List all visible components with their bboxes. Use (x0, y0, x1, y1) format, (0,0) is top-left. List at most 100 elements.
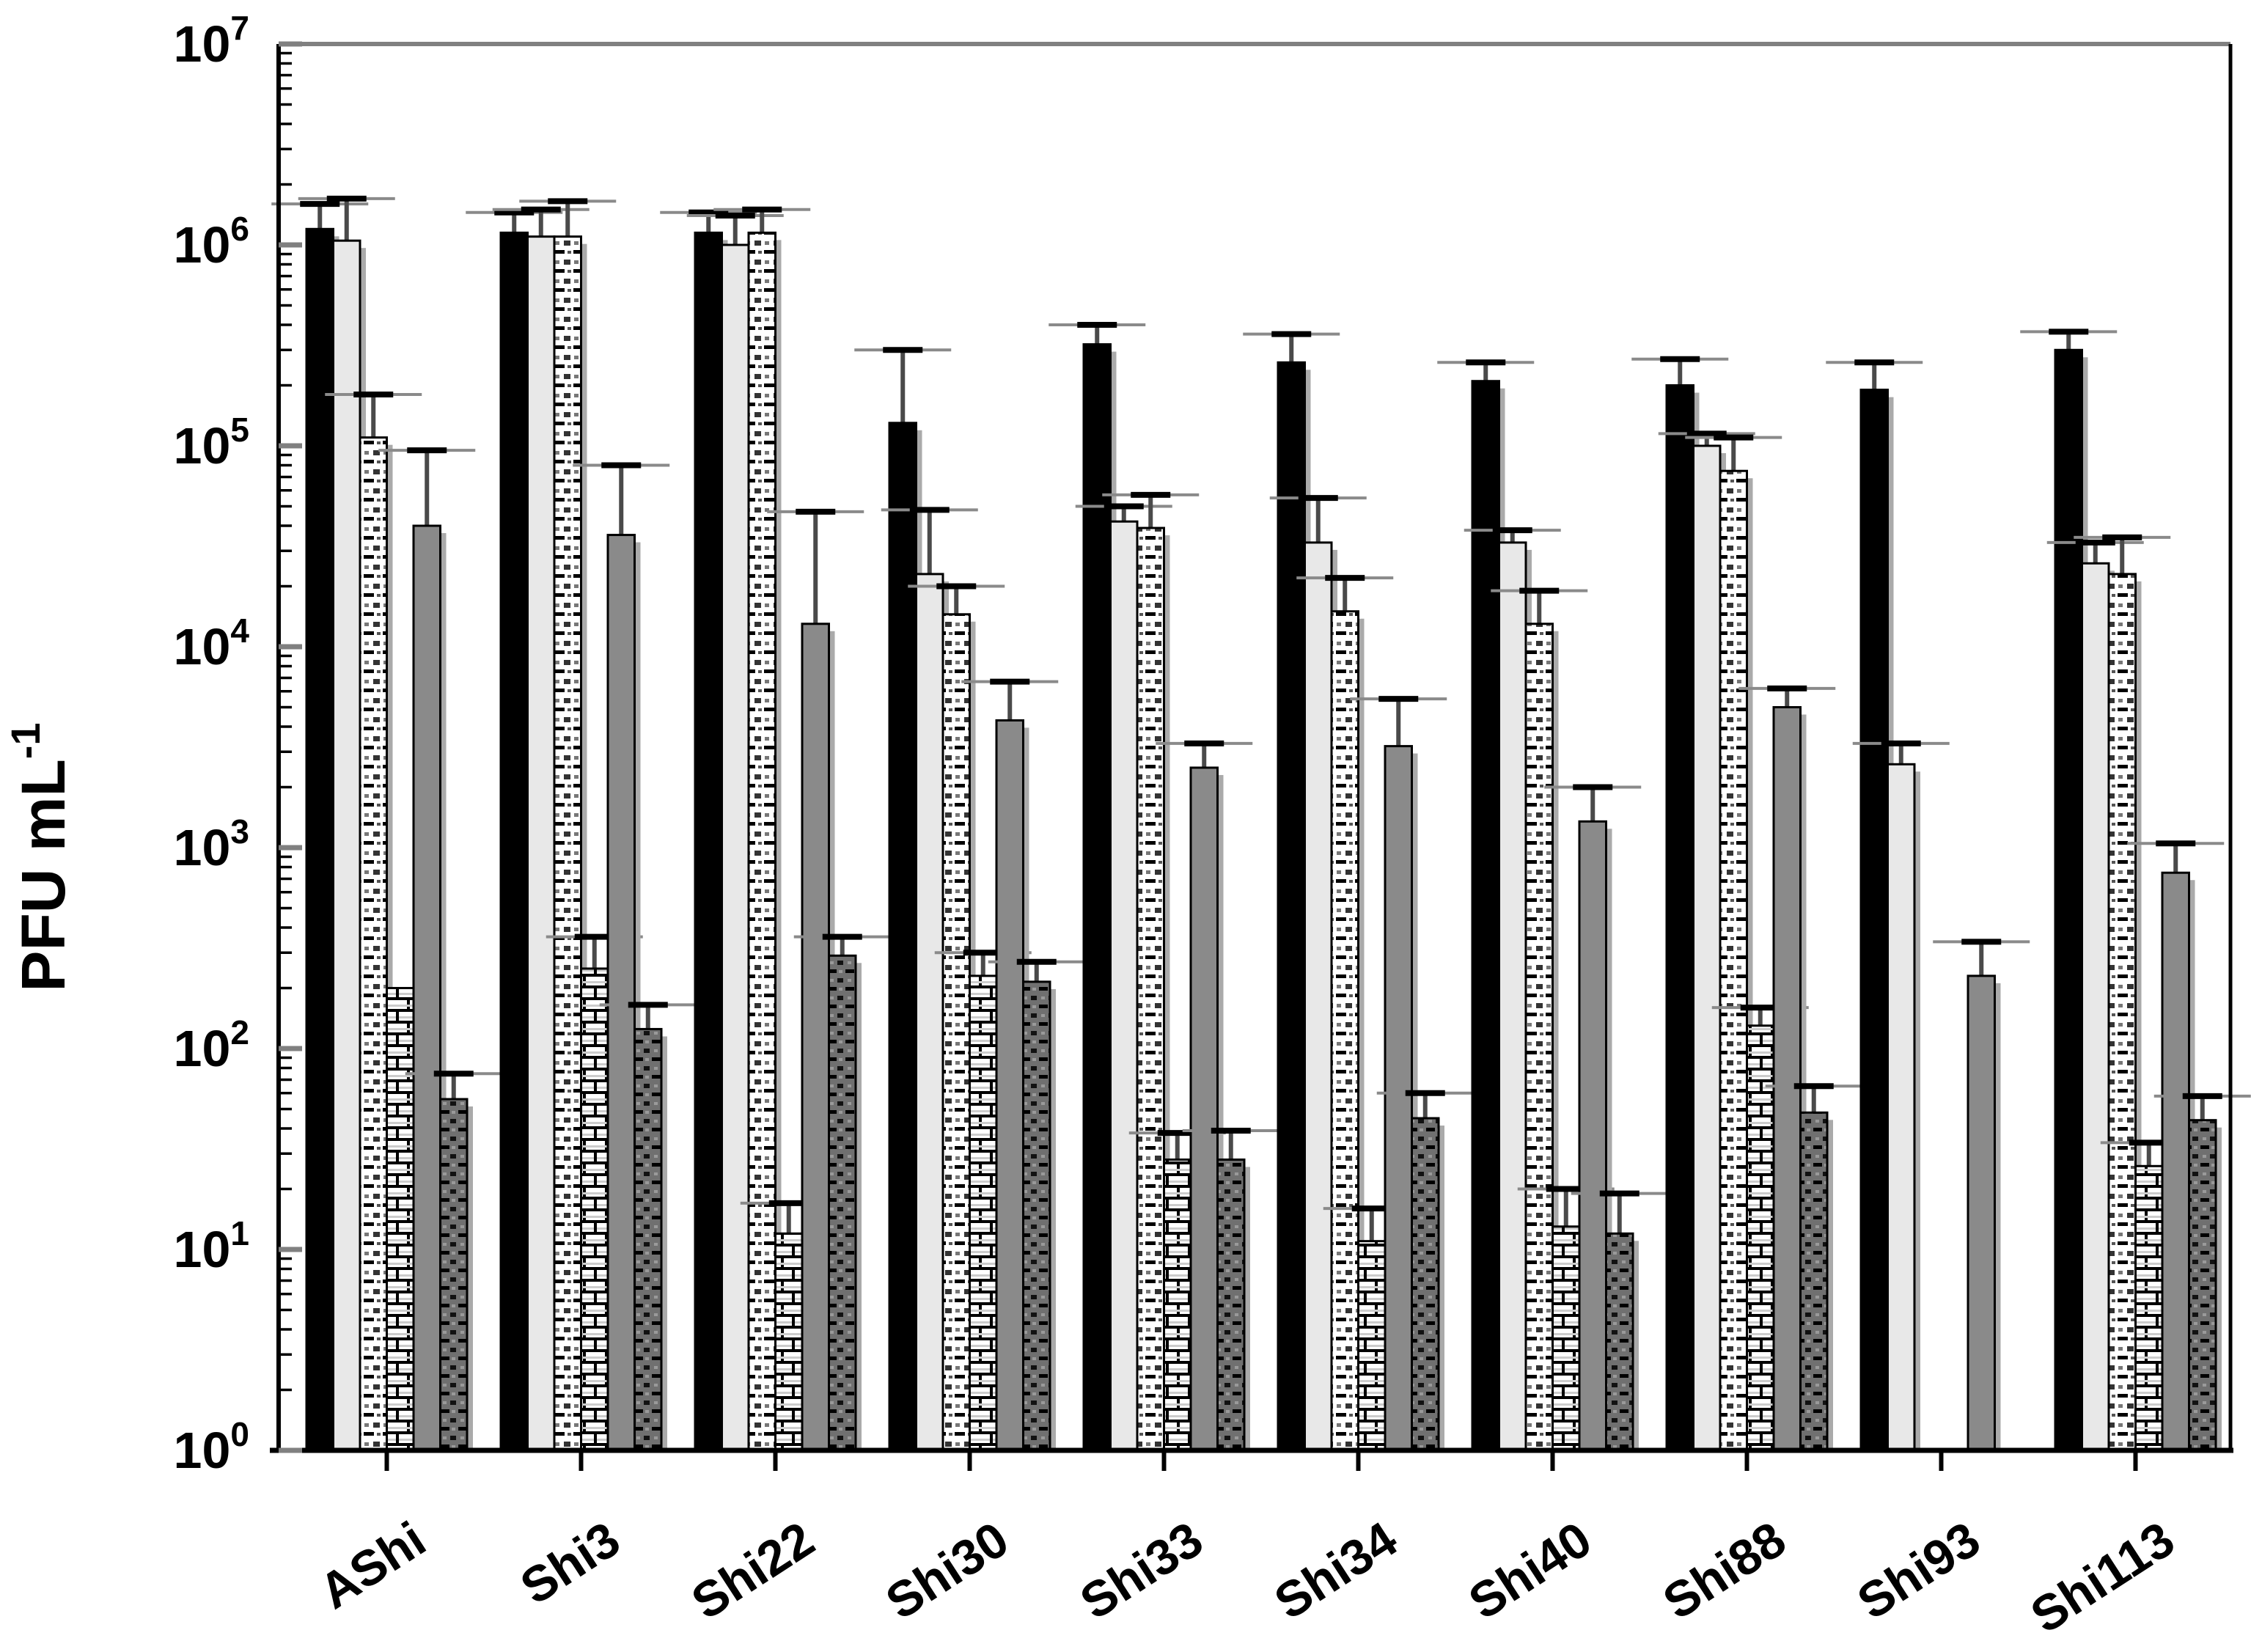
bar-shadow (1994, 983, 2001, 1450)
bar-Shi93-solid-black (1859, 389, 1889, 1452)
bar-Shi34-solid-light-gray (1304, 541, 1333, 1452)
y-tick-label-10e1: 101 (174, 1214, 249, 1278)
bar-shadow (1747, 478, 1753, 1451)
x-category-label-Shi30: Shi30 (876, 1511, 1018, 1631)
bar-Shi22-solid-gray (801, 623, 830, 1452)
y-axis-title: PFU mL-1 (2, 722, 78, 991)
plot-area: 100 101 102 103 104 105 106 107 AShi Shi3 Shi22 Shi… (2, 9, 2251, 1644)
bar-Shi30-solid-light-gray (915, 573, 944, 1452)
bar-shadow (775, 240, 782, 1451)
bar-Shi40-solid-light-gray (1498, 541, 1527, 1452)
bar-Shi93-solid-light-gray (1887, 763, 1916, 1452)
bar-shadow (467, 1106, 473, 1450)
x-category-label-Shi93: Shi93 (1848, 1511, 1990, 1631)
bar-Shi40-light-stippled (1524, 623, 1554, 1452)
bar-Shi88-solid-black (1665, 384, 1694, 1452)
bar-AShi-dark-stippled (439, 1098, 469, 1452)
bar-shadow (1827, 1120, 1833, 1450)
x-category-label-Shi3: Shi3 (511, 1511, 630, 1615)
bar-Shi93-solid-gray (1967, 974, 1996, 1452)
bar-shadow (856, 963, 862, 1450)
bar-Shi3-light-stippled (553, 235, 582, 1452)
bar-shadow (1050, 988, 1056, 1450)
bar-Shi3-solid-light-gray (526, 235, 556, 1452)
bar-Shi40-solid-gray (1578, 820, 1607, 1452)
bar-Shi88-solid-light-gray (1692, 444, 1722, 1452)
bar-Shi33-solid-gray (1189, 766, 1219, 1452)
x-category-label-Shi113: Shi113 (2022, 1511, 2184, 1644)
bar-shadow (1217, 774, 1224, 1450)
y-tick-label-10e2: 102 (174, 1013, 249, 1077)
bar-Shi113-brick-hatched (2134, 1164, 2164, 1452)
bar-Shi34-solid-gray (1384, 745, 1413, 1452)
bar-Shi40-dark-stippled (1605, 1232, 1634, 1452)
bar-Shi33-solid-light-gray (1109, 520, 1139, 1452)
y-tick-label-10e4: 104 (174, 612, 250, 675)
bar-shadow (1606, 829, 1612, 1450)
bar-Shi30-solid-gray (995, 719, 1024, 1452)
bar-Shi113-dark-stippled (2188, 1119, 2217, 1452)
bar-shadow (1411, 753, 1418, 1450)
y-tick-label-10e0: 100 (174, 1415, 249, 1479)
x-category-label-Shi22: Shi22 (682, 1511, 824, 1631)
bar-AShi-solid-black (305, 227, 334, 1452)
x-category-label-Shi40: Shi40 (1459, 1511, 1601, 1631)
bar-Shi33-brick-hatched (1163, 1158, 1192, 1452)
y-tick-label-10e3: 103 (174, 812, 249, 876)
bar-Shi22-solid-light-gray (721, 243, 750, 1452)
bar-Shi30-dark-stippled (1022, 980, 1051, 1452)
bar-Shi22-dark-stippled (828, 954, 857, 1452)
bar-Shi88-dark-stippled (1799, 1111, 1829, 1452)
bar-shadow (1800, 714, 1807, 1450)
bar-Shi30-brick-hatched (969, 974, 998, 1452)
bar-AShi-solid-gray (412, 524, 441, 1452)
bar-Shi40-brick-hatched (1552, 1225, 1581, 1452)
bar-shadow (1914, 771, 1920, 1450)
bar-shadow (2216, 1127, 2222, 1450)
x-category-label-Shi88: Shi88 (1653, 1511, 1796, 1631)
bar-Shi88-solid-gray (1772, 705, 1802, 1452)
bar-shadow (661, 1036, 667, 1450)
bar-shadow (1164, 535, 1170, 1450)
bar-AShi-light-stippled (359, 436, 388, 1452)
bar-shadow (1439, 1126, 1444, 1450)
bar-Shi34-brick-hatched (1357, 1240, 1387, 1452)
bar-Shi22-light-stippled (747, 231, 776, 1452)
bar-Shi30-solid-black (888, 422, 917, 1452)
bar-Shi113-solid-black (2054, 348, 2083, 1452)
x-category-label-Shi33: Shi33 (1071, 1511, 1213, 1631)
bar-Shi22-brick-hatched (774, 1232, 804, 1452)
x-category-label-Shi34: Shi34 (1265, 1511, 1407, 1631)
bar-Shi3-brick-hatched (580, 967, 609, 1452)
bar-Shi88-brick-hatched (1746, 1024, 1775, 1452)
bar-AShi-solid-light-gray (332, 239, 361, 1452)
bar-Shi3-solid-black (499, 231, 529, 1452)
bar-shadow (1633, 1241, 1639, 1450)
bar-shadow (2135, 581, 2142, 1450)
bar-Shi40-solid-black (1471, 380, 1500, 1452)
bar-Shi33-dark-stippled (1216, 1158, 1246, 1452)
bar-Shi33-solid-black (1082, 343, 1112, 1452)
bar-shadow (1358, 618, 1365, 1450)
bar-shadow (634, 542, 641, 1450)
bar-shadow (440, 533, 447, 1450)
bar-Shi34-light-stippled (1330, 610, 1359, 1452)
bar-shadow (386, 444, 393, 1450)
y-tick-label-10e7: 107 (174, 9, 249, 73)
bar-Shi113-solid-gray (2161, 871, 2190, 1452)
bar-AShi-brick-hatched (386, 987, 415, 1452)
bar-Shi34-solid-black (1277, 361, 1306, 1452)
bar-Shi3-solid-gray (606, 534, 636, 1452)
bar-shadow (1552, 631, 1559, 1450)
x-category-label-AShi: AShi (309, 1511, 435, 1620)
y-tick-label-10e5: 105 (174, 411, 249, 474)
bar-Shi113-light-stippled (2107, 573, 2137, 1452)
bar-Shi3-dark-stippled (634, 1027, 663, 1452)
bar-shadow (581, 243, 587, 1450)
bar-Shi33-light-stippled (1136, 526, 1165, 1452)
bar-shadow (1244, 1167, 1250, 1450)
bar-Shi22-solid-black (694, 231, 723, 1452)
y-tick-label-10e6: 106 (174, 210, 249, 274)
